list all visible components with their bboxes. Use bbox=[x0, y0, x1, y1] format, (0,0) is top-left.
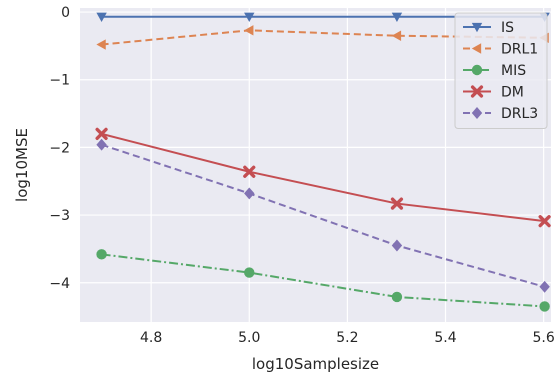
legend-marker bbox=[471, 107, 483, 119]
x-tick-label: 5.0 bbox=[238, 330, 260, 346]
series-mis bbox=[96, 249, 550, 312]
legend: IS DRL1 MIS DM DRL3 bbox=[454, 12, 548, 129]
legend-marker bbox=[471, 43, 482, 54]
data-point-drl3 bbox=[391, 239, 403, 252]
series-drl3 bbox=[96, 138, 550, 293]
legend-label: DRL1 bbox=[501, 42, 538, 58]
legend-label: DRL3 bbox=[501, 106, 538, 122]
legend-item-drl1: DRL1 bbox=[463, 42, 538, 58]
data-point-is bbox=[244, 12, 255, 22]
data-point-dm bbox=[243, 165, 256, 178]
series-line-mis bbox=[101, 253, 545, 308]
series-line-drl3 bbox=[101, 143, 545, 288]
x-axis-label: log10Samplesize bbox=[252, 355, 379, 373]
x-tick-label: 5.6 bbox=[533, 330, 555, 346]
data-point-mis bbox=[96, 249, 107, 260]
y-tick-label: −3 bbox=[49, 208, 70, 224]
legend-label: MIS bbox=[501, 63, 526, 79]
legend-marker bbox=[470, 85, 484, 98]
data-point-is bbox=[96, 12, 107, 22]
legend-label: DM bbox=[501, 85, 524, 101]
data-point-dm bbox=[538, 215, 551, 228]
data-point-drl1 bbox=[391, 30, 402, 41]
y-axis-ticks: 0 −1 −2 −3 −4 bbox=[49, 5, 70, 292]
legend-item-dm: DM bbox=[463, 85, 524, 101]
y-tick-label: −4 bbox=[49, 276, 70, 292]
data-point-dm bbox=[95, 127, 108, 140]
legend-item-mis: MIS bbox=[463, 63, 526, 79]
legend-label: IS bbox=[501, 20, 514, 36]
data-point-drl1 bbox=[96, 39, 106, 50]
data-point-is bbox=[391, 12, 403, 22]
legend-item-drl3: DRL3 bbox=[463, 106, 538, 122]
data-point-dm bbox=[390, 197, 404, 210]
x-tick-label: 5.4 bbox=[434, 330, 456, 346]
y-tick-label: −2 bbox=[49, 140, 70, 156]
data-point-drl3 bbox=[539, 280, 550, 293]
x-tick-label: 4.8 bbox=[140, 330, 162, 346]
data-point-drl3 bbox=[244, 187, 255, 200]
y-axis-label: log10MSE bbox=[13, 128, 31, 202]
legend-marker bbox=[471, 22, 483, 33]
x-axis-ticks: 4.8 5.0 5.2 5.4 5.6 bbox=[140, 330, 555, 346]
data-point-drl3 bbox=[96, 138, 107, 151]
data-point-mis bbox=[391, 291, 403, 303]
series-line-dm bbox=[101, 132, 545, 223]
x-tick-label: 5.2 bbox=[336, 330, 358, 346]
data-point-mis bbox=[244, 267, 255, 278]
legend-marker bbox=[471, 64, 483, 76]
y-tick-label: −1 bbox=[49, 73, 70, 89]
legend-item-is: IS bbox=[463, 20, 514, 36]
series-dm bbox=[95, 127, 551, 228]
data-point-mis bbox=[539, 301, 550, 312]
legend-frame bbox=[454, 12, 548, 129]
y-tick-label: 0 bbox=[61, 5, 70, 21]
data-point-drl1 bbox=[244, 25, 254, 36]
